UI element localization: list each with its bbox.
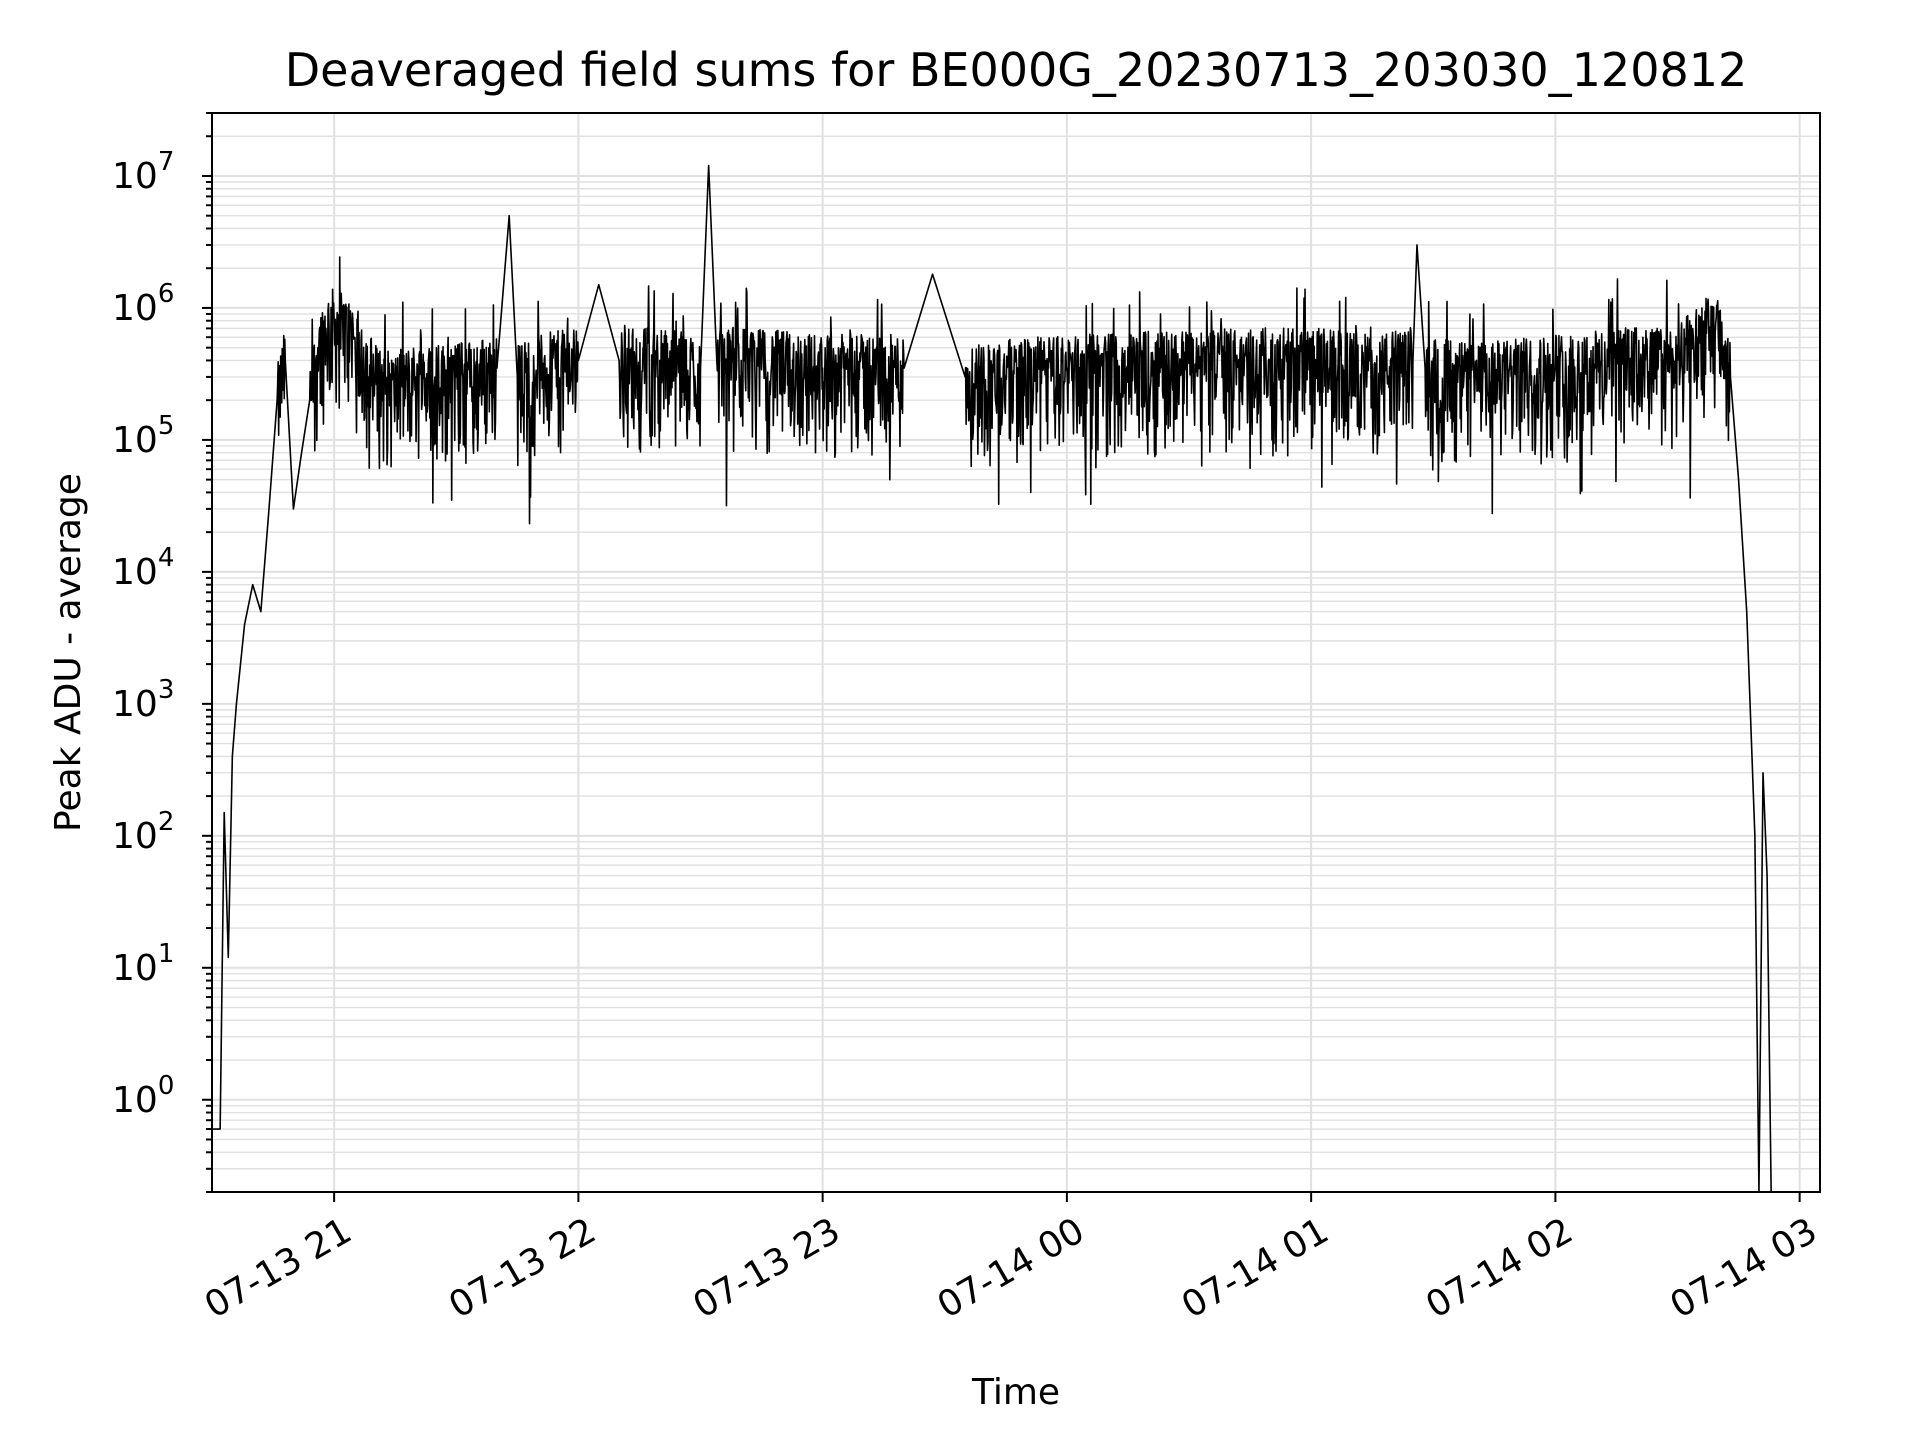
- y-tick-label: 107: [112, 147, 174, 197]
- y-axis-label: Peak ADU - average: [48, 473, 89, 832]
- x-tick-label: 07-13 22: [442, 1210, 603, 1326]
- x-tick-label: 07-14 02: [1419, 1210, 1580, 1326]
- grid-lines: [212, 112, 1820, 1193]
- x-tick-label: 07-14 03: [1663, 1210, 1824, 1326]
- y-tick-label: 101: [112, 939, 174, 989]
- axis-ticks: 100 101 102 103 104 105 106 107 07-13 21 07-13 22…: [112, 112, 1824, 1327]
- y-tick-label: 104: [112, 543, 174, 593]
- y-tick-label: 100: [112, 1071, 174, 1121]
- x-axis-label: Time: [971, 1372, 1060, 1413]
- y-tick-label: 103: [112, 675, 174, 725]
- series-line-group: [212, 164, 1772, 1193]
- chart-title: Deaveraged field sums for BE000G_2023071…: [285, 43, 1748, 97]
- x-tick-label: 07-14 01: [1175, 1210, 1336, 1326]
- y-tick-label: 106: [112, 279, 174, 329]
- y-tick-label: 105: [112, 411, 174, 461]
- plot-frame: [211, 112, 1821, 1193]
- y-tick-label: 102: [112, 807, 174, 857]
- series-line: [212, 164, 1772, 1193]
- x-tick-label: 07-13 23: [686, 1210, 847, 1326]
- x-tick-label: 07-13 21: [198, 1210, 359, 1326]
- x-tick-label: 07-14 00: [931, 1210, 1092, 1326]
